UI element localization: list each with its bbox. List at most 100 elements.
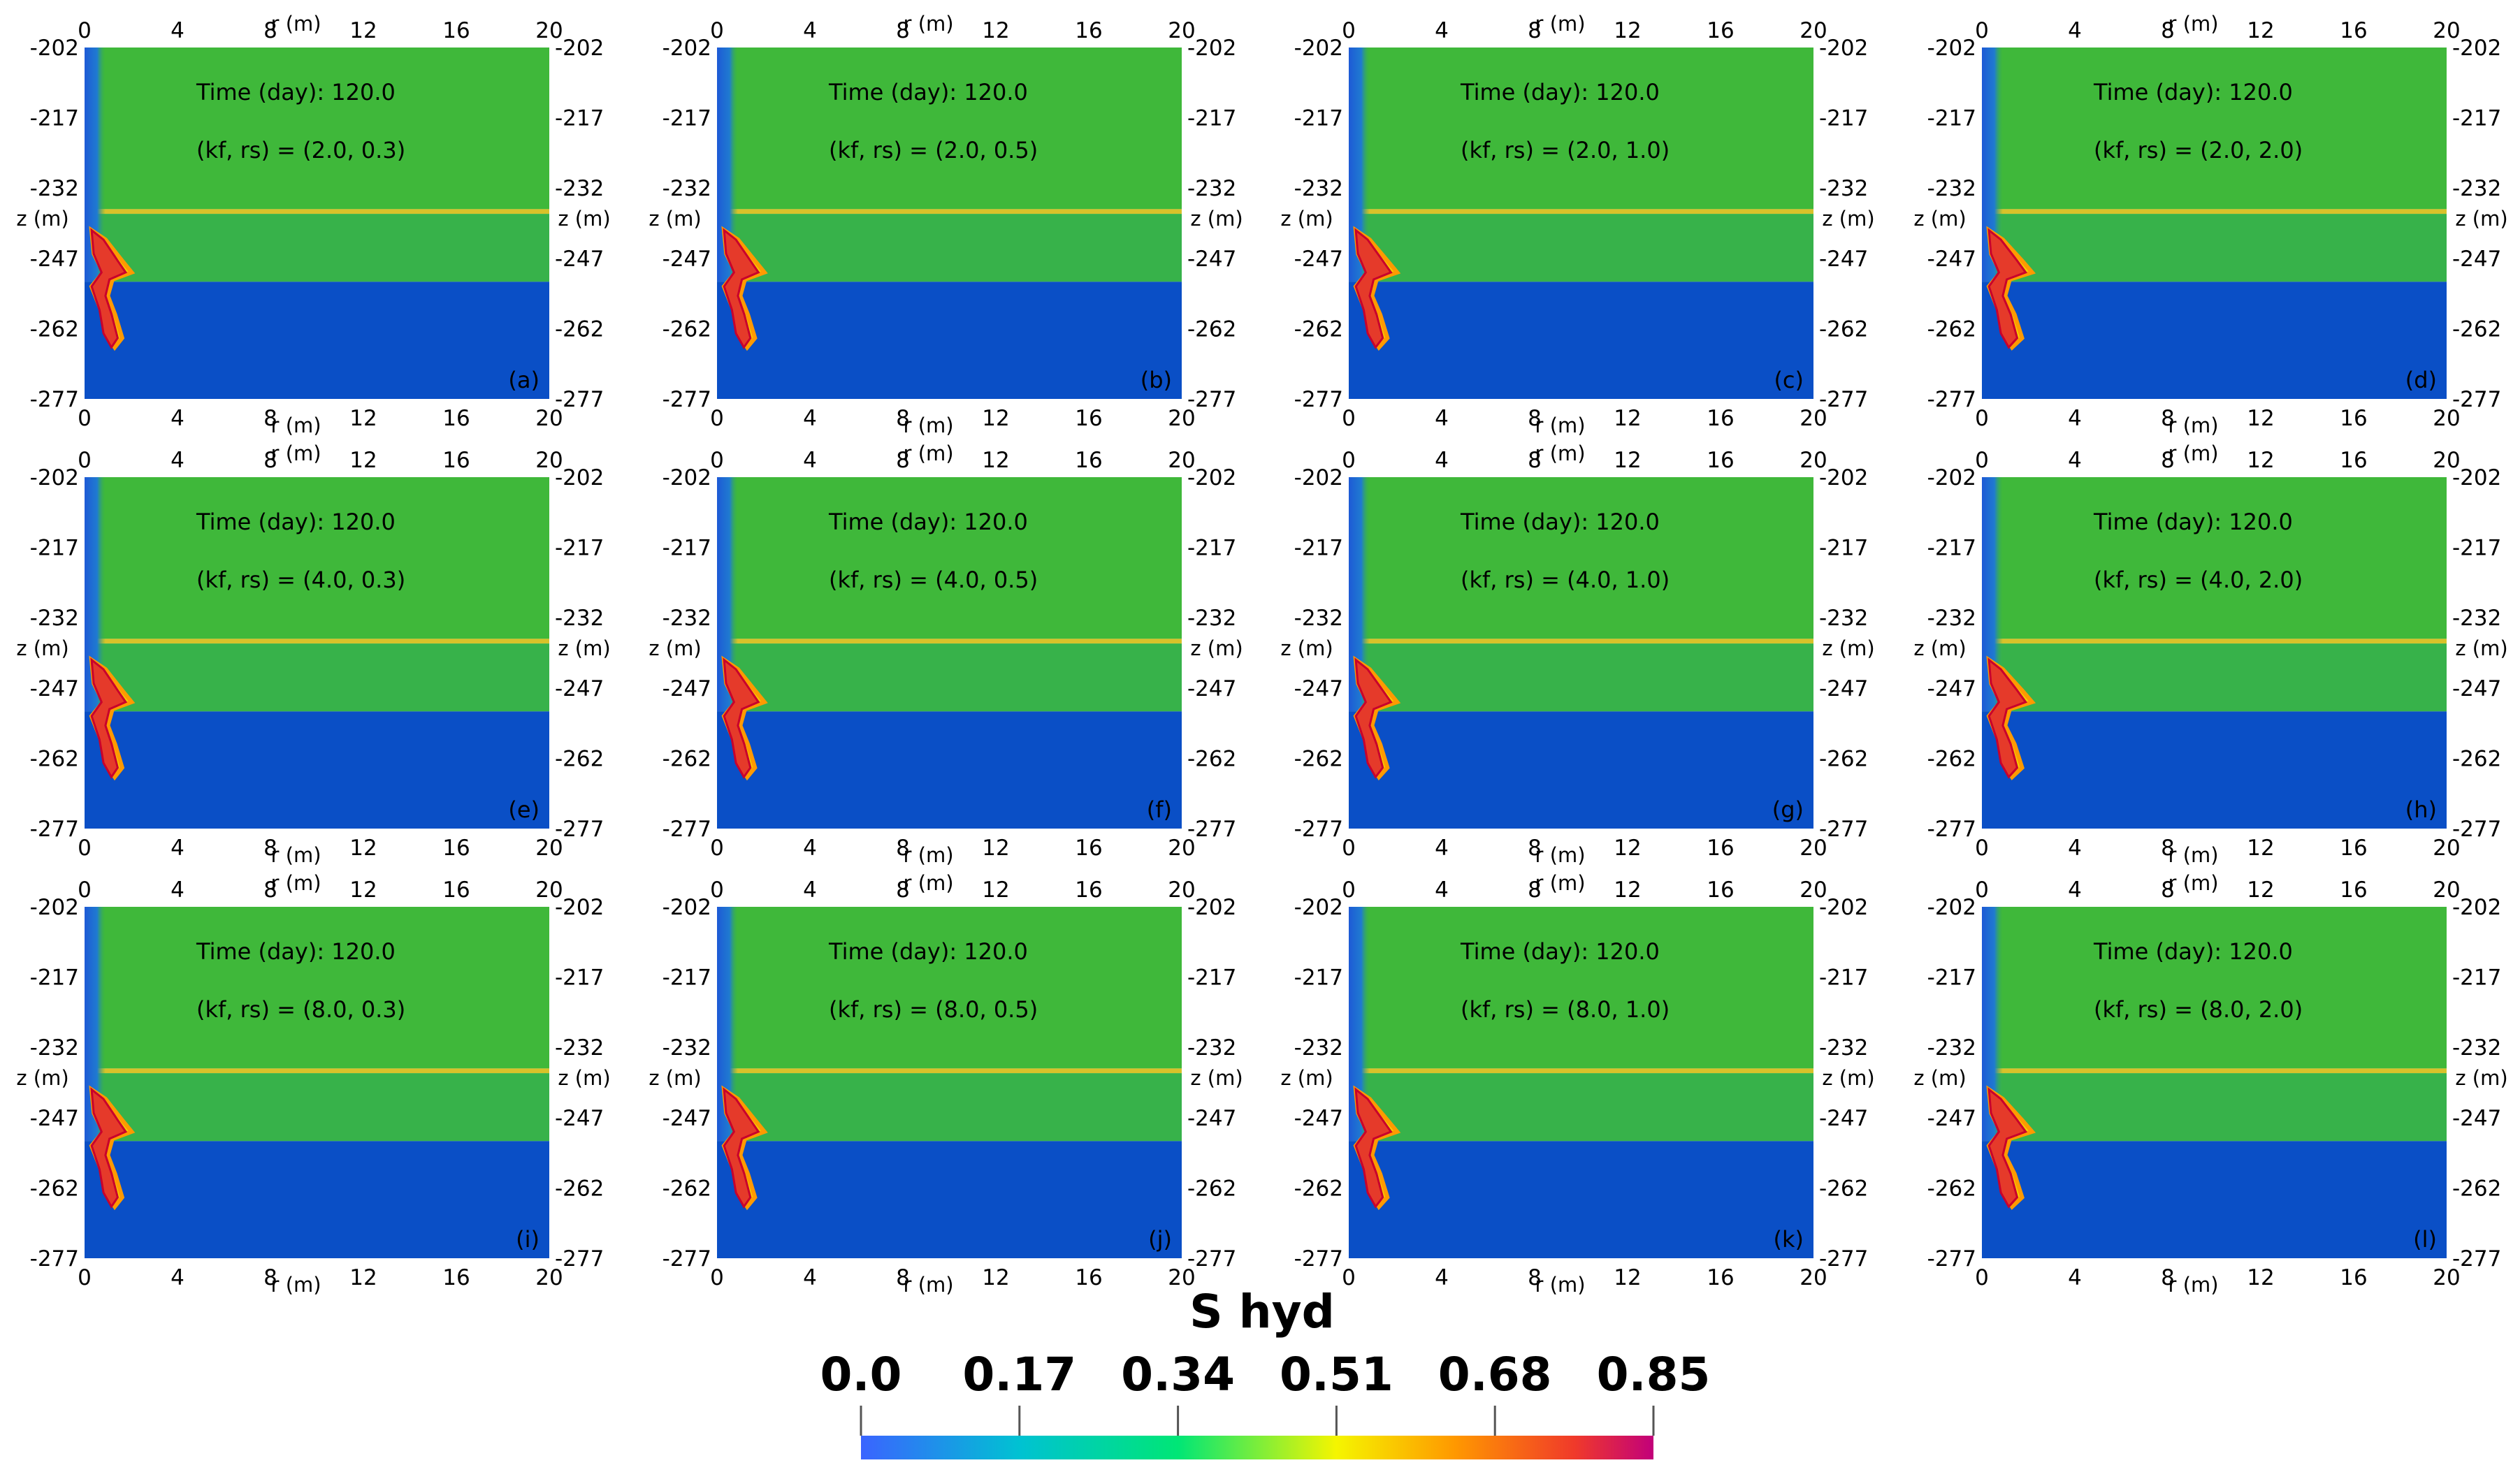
y-tick-label: -262 xyxy=(1927,316,1976,342)
panel-label: (f) xyxy=(1147,796,1172,823)
x-axis-label: r (m) xyxy=(904,843,954,867)
x-tick-label: 16 xyxy=(1075,18,1102,43)
x-tick-label: 12 xyxy=(349,836,377,861)
params-label: (kf, rs) = (4.0, 0.5) xyxy=(829,567,1038,593)
x-tick-label: 20 xyxy=(1800,1265,1827,1290)
x-tick-label: 12 xyxy=(982,877,1009,903)
x-tick-label: 12 xyxy=(349,1265,377,1290)
colorbar-gradient xyxy=(861,1436,1653,1459)
hydrate-plume-core xyxy=(1987,228,2028,349)
x-axis-label: r (m) xyxy=(1535,843,1586,867)
x-tick-label: 8 xyxy=(1528,448,1542,473)
x-tick-label: 0 xyxy=(1975,18,1989,43)
x-tick-label: 8 xyxy=(896,836,910,861)
x-tick-label: 8 xyxy=(1528,18,1542,43)
colorbar-tick-label: 0.51 xyxy=(1280,1348,1393,1401)
time-label: Time (day): 120.0 xyxy=(1460,938,1660,965)
y-axis-label: z (m) xyxy=(1190,636,1243,660)
layer-band xyxy=(1982,711,2447,829)
y-tick-label: -262 xyxy=(662,316,711,342)
y-tick-label: -262 xyxy=(1187,1176,1236,1201)
y-tick-label: -217 xyxy=(1187,966,1236,991)
hydrate-plume-core xyxy=(1354,228,1393,349)
y-tick-label: -217 xyxy=(2452,106,2501,131)
layer-band xyxy=(85,48,549,210)
y-tick-label: -217 xyxy=(2452,536,2501,561)
y-tick-label: -277 xyxy=(1187,387,1236,412)
x-tick-label: 8 xyxy=(263,406,277,431)
time-label: Time (day): 120.0 xyxy=(1460,79,1660,105)
x-tick-label: 8 xyxy=(1528,836,1542,861)
y-tick-label: -202 xyxy=(1187,895,1236,920)
y-tick-label: -232 xyxy=(30,176,79,201)
x-tick-label: 0 xyxy=(1342,18,1356,43)
panel-label: (e) xyxy=(508,796,540,823)
y-tick-label: -247 xyxy=(2452,676,2501,701)
layer-band xyxy=(85,907,549,1069)
layer-band xyxy=(1349,1073,1813,1142)
x-axis-label: r (m) xyxy=(2168,1273,2219,1297)
y-tick-label: -217 xyxy=(1294,966,1343,991)
x-tick-label: 8 xyxy=(263,18,277,43)
y-tick-label: -262 xyxy=(30,316,79,342)
x-tick-label: 20 xyxy=(1168,18,1195,43)
y-tick-label: -217 xyxy=(555,106,604,131)
x-tick-label: 16 xyxy=(1075,1265,1102,1290)
y-tick-label: -277 xyxy=(30,817,79,842)
x-tick-label: 16 xyxy=(1707,877,1734,903)
y-tick-label: -217 xyxy=(1927,106,1976,131)
y-tick-label: -232 xyxy=(555,176,604,201)
y-tick-label: -217 xyxy=(30,536,79,561)
hydrate-plume-core xyxy=(90,1087,128,1209)
y-axis-label: z (m) xyxy=(1280,207,1333,231)
x-tick-label: 4 xyxy=(171,18,184,43)
x-tick-label: 16 xyxy=(2340,877,2367,903)
y-axis-label: z (m) xyxy=(16,207,68,231)
y-tick-label: -232 xyxy=(1927,1035,1976,1061)
x-tick-label: 0 xyxy=(1342,877,1356,903)
y-tick-label: -217 xyxy=(1819,966,1868,991)
colorbar-tick-label: 0.68 xyxy=(1438,1348,1552,1401)
y-tick-label: -232 xyxy=(555,1035,604,1061)
x-tick-label: 8 xyxy=(896,877,910,903)
layer-band xyxy=(85,1073,549,1142)
y-tick-label: -202 xyxy=(30,36,79,61)
y-tick-label: -277 xyxy=(30,387,79,412)
y-tick-label: -247 xyxy=(662,676,711,701)
y-axis-label: z (m) xyxy=(1190,207,1243,231)
x-axis-label: r (m) xyxy=(1535,12,1586,36)
y-axis-label: z (m) xyxy=(1913,1066,1966,1090)
y-tick-label: -262 xyxy=(30,746,79,771)
x-axis-label: r (m) xyxy=(904,871,954,895)
layer-band xyxy=(717,639,1182,644)
hydrate-plume-core xyxy=(723,228,760,350)
y-tick-label: -217 xyxy=(1819,106,1868,131)
x-tick-label: 4 xyxy=(171,1265,184,1290)
y-tick-label: -202 xyxy=(1294,465,1343,490)
y-axis-label: z (m) xyxy=(1913,636,1966,660)
y-tick-label: -202 xyxy=(1294,36,1343,61)
x-tick-label: 4 xyxy=(803,1265,817,1290)
y-tick-label: -217 xyxy=(555,966,604,991)
x-tick-label: 0 xyxy=(78,18,92,43)
y-tick-label: -232 xyxy=(1187,176,1236,201)
y-tick-label: -262 xyxy=(662,746,711,771)
panel-label: (k) xyxy=(1774,1226,1804,1253)
y-tick-label: -277 xyxy=(1927,817,1976,842)
y-tick-label: -277 xyxy=(1927,387,1976,412)
panel-label: (c) xyxy=(1774,367,1804,393)
x-tick-label: 12 xyxy=(2247,448,2274,473)
y-tick-label: -247 xyxy=(555,247,604,272)
x-tick-label: 12 xyxy=(1614,877,1641,903)
x-tick-label: 4 xyxy=(2068,406,2082,431)
y-tick-label: -247 xyxy=(1819,1106,1868,1131)
time-label: Time (day): 120.0 xyxy=(2093,938,2293,965)
hydrate-plume-core xyxy=(90,657,128,780)
colorbar-title: S hyd xyxy=(1189,1285,1335,1339)
layer-band xyxy=(1349,639,1813,644)
